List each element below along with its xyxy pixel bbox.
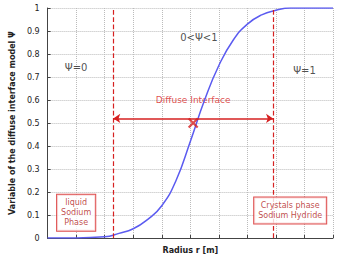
svg-text:0.8: 0.8 [27,50,40,59]
svg-text:0.4: 0.4 [27,142,40,151]
svg-text:0.1: 0.1 [27,211,40,220]
svg-text:Diffuse Interface: Diffuse Interface [156,95,231,105]
svg-text:0.7: 0.7 [27,73,40,82]
svg-text:Ψ=1: Ψ=1 [293,65,316,76]
svg-text:0.6: 0.6 [27,96,40,105]
svg-text:Phase: Phase [64,218,88,227]
svg-text:Sodium Hydride: Sodium Hydride [258,211,322,220]
svg-text:1: 1 [35,4,40,13]
svg-text:0.3: 0.3 [27,165,40,174]
svg-text:0: 0 [35,234,40,243]
svg-text:0<Ψ<1: 0<Ψ<1 [180,32,217,43]
svg-text:0.9: 0.9 [27,27,40,36]
svg-text:liquid: liquid [65,198,87,207]
svg-text:0.5: 0.5 [27,119,40,128]
svg-text:Variable of the diffuse interf: Variable of the diffuse interface model … [8,31,17,215]
svg-text:Crystals phase: Crystals phase [261,201,320,210]
svg-text:Ψ=0: Ψ=0 [65,62,88,73]
svg-text:Sodium: Sodium [61,208,91,217]
svg-text:Radius r [m]: Radius r [m] [162,246,218,255]
svg-text:0.2: 0.2 [27,188,40,197]
